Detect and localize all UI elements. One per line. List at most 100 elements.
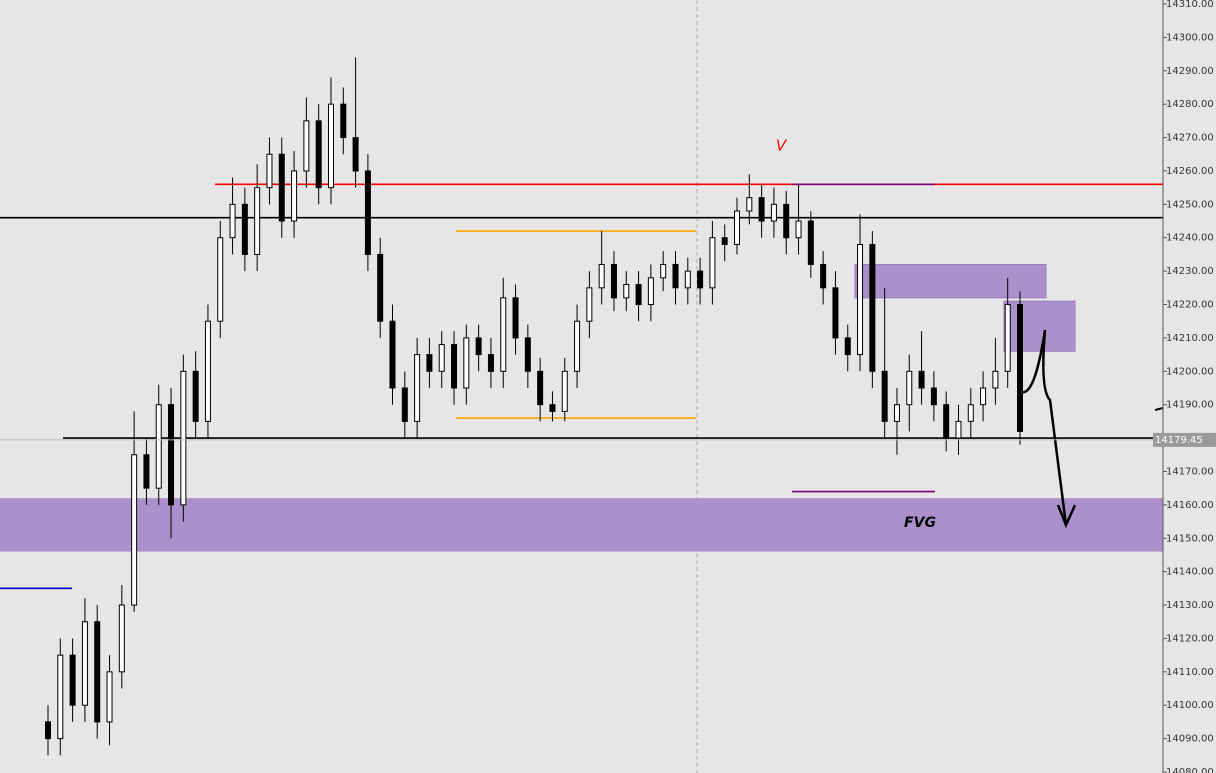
- candle-body: [364, 170, 371, 255]
- y-tick-label: 14170.00: [1166, 466, 1214, 477]
- candle-body: [266, 153, 273, 189]
- candle-body: [807, 220, 814, 265]
- annotation-v: V: [776, 137, 788, 155]
- candle-body: [143, 454, 150, 489]
- y-tick-label: 14130.00: [1166, 600, 1214, 611]
- candle-body: [180, 370, 187, 506]
- y-tick-label: 14300.00: [1166, 32, 1214, 43]
- candle-body: [967, 404, 974, 422]
- candle-body: [758, 197, 765, 222]
- y-tick-label: 14120.00: [1166, 633, 1214, 644]
- candle-body: [57, 654, 64, 740]
- candle-body: [451, 344, 458, 389]
- candle-body: [943, 404, 950, 439]
- candle-body: [389, 320, 396, 389]
- candle-body: [881, 370, 888, 422]
- candle-body: [512, 297, 519, 339]
- candle-body: [106, 671, 113, 723]
- candle-body: [204, 320, 211, 422]
- candle-body: [94, 621, 101, 723]
- candle-body: [217, 237, 224, 322]
- candle-body: [709, 237, 716, 289]
- candle-body: [918, 370, 925, 389]
- candle-body: [352, 137, 359, 172]
- candle-body: [131, 454, 138, 606]
- candle-body: [340, 103, 347, 139]
- zone: [854, 263, 1047, 299]
- candle-body: [623, 283, 630, 299]
- candle-body: [980, 387, 987, 406]
- y-tick-label: 14240.00: [1166, 233, 1214, 244]
- candle-body: [930, 387, 937, 406]
- candle-body: [832, 287, 839, 339]
- candle-body: [660, 263, 667, 279]
- candle-body: [500, 297, 507, 372]
- candle-body: [475, 337, 482, 356]
- candle-body: [168, 404, 175, 506]
- y-tick-label: 14250.00: [1166, 199, 1214, 210]
- candle-body: [426, 354, 433, 372]
- candle-body: [586, 287, 593, 322]
- y-tick-label: 14150.00: [1166, 533, 1214, 544]
- y-tick-label: 14200.00: [1166, 366, 1214, 377]
- candle-body: [1017, 304, 1023, 432]
- y-tick-label: 14080.00: [1166, 767, 1214, 773]
- candle-body: [672, 263, 679, 289]
- candle-body: [278, 153, 285, 222]
- candle-body: [414, 354, 421, 422]
- candle-body: [647, 277, 654, 306]
- zone: [1003, 300, 1076, 352]
- candle-body: [69, 654, 76, 706]
- candle-body: [81, 621, 88, 706]
- current-price-label: 14179.45: [1155, 435, 1203, 446]
- y-tick-label: 14190.00: [1166, 400, 1214, 411]
- candle-body: [783, 203, 790, 239]
- y-tick-label: 14110.00: [1166, 667, 1214, 678]
- candle-body: [955, 420, 962, 439]
- current-price-box: [1153, 432, 1216, 447]
- candle-body: [992, 370, 999, 389]
- zone: [0, 498, 1163, 552]
- candle-body: [118, 604, 125, 673]
- candle-body: [721, 237, 728, 245]
- candle-body: [795, 220, 802, 239]
- candle-body: [746, 197, 753, 212]
- candle-body: [770, 203, 777, 222]
- candle-body: [635, 283, 642, 306]
- candle-body: [155, 404, 162, 489]
- candle-body: [697, 270, 704, 289]
- y-tick-label: 14220.00: [1166, 300, 1214, 311]
- y-tick-label: 14230.00: [1166, 266, 1214, 277]
- candle-body: [438, 344, 445, 372]
- candle-body: [684, 270, 691, 289]
- y-tick-label: 14290.00: [1166, 66, 1214, 77]
- candle-body: [1004, 304, 1011, 372]
- candle-body: [549, 404, 556, 412]
- candle-body: [906, 370, 913, 406]
- candle-body: [315, 120, 322, 189]
- candle-body: [598, 263, 605, 289]
- candle-body: [844, 337, 851, 356]
- candle-body: [610, 263, 617, 299]
- candle-body: [463, 337, 470, 389]
- y-tick-label: 14260.00: [1166, 166, 1214, 177]
- y-tick-label: 14210.00: [1166, 333, 1214, 344]
- candle-body: [734, 210, 741, 245]
- candle-body: [45, 721, 51, 740]
- y-tick-label: 14090.00: [1166, 734, 1214, 745]
- y-tick-label: 14140.00: [1166, 567, 1214, 578]
- candle-body: [574, 320, 581, 372]
- y-tick-label: 14100.00: [1166, 700, 1214, 711]
- drawing-stroke: [1154, 407, 1164, 411]
- candle-body: [561, 370, 568, 412]
- projection-arrow: [1021, 329, 1077, 529]
- y-tick-label: 14270.00: [1166, 133, 1214, 144]
- candle-body: [303, 120, 310, 172]
- candle-body: [401, 387, 408, 422]
- candle-body: [192, 370, 199, 422]
- candle-body: [893, 404, 900, 422]
- candle-body: [857, 243, 864, 356]
